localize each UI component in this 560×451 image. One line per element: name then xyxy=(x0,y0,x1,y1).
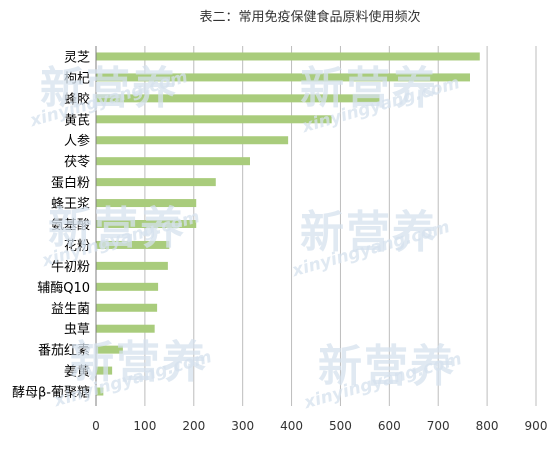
tick-layer: 0 100 200 300 400 500 600 700 800 900 xyxy=(92,419,547,433)
category-label: 蛋白粉 xyxy=(51,175,90,191)
category-label: 番茄红素 xyxy=(38,343,90,359)
bar xyxy=(96,387,104,396)
x-tick-label: 700 xyxy=(427,419,450,433)
bar xyxy=(96,261,168,270)
x-tick-label: 600 xyxy=(378,419,401,433)
bar xyxy=(96,73,470,82)
category-label: 益生菌 xyxy=(51,302,90,317)
bar xyxy=(96,94,380,103)
x-tick-label: 200 xyxy=(182,419,205,433)
bar xyxy=(96,220,197,228)
bar xyxy=(96,157,250,166)
x-tick-label: 400 xyxy=(280,419,303,433)
bar xyxy=(96,52,480,61)
category-label: 牛初粉 xyxy=(51,260,90,275)
bar xyxy=(96,303,158,312)
category-label: 黄芪 xyxy=(64,113,90,128)
bar xyxy=(96,324,155,333)
category-label: 酵母β-葡聚糖 xyxy=(12,385,90,401)
category-label: 氨基酸 xyxy=(51,218,90,233)
category-label: 蜂胶 xyxy=(64,91,90,107)
x-tick-label: 900 xyxy=(525,419,548,433)
category-label: 花粉 xyxy=(64,238,90,254)
chart-title: 表二：常用免疫保健食品原料使用频次 xyxy=(199,10,421,25)
category-label: 虫草 xyxy=(64,323,90,338)
x-tick-label: 0 xyxy=(92,419,100,433)
category-label: 姜黄 xyxy=(64,365,90,380)
x-tick-label: 100 xyxy=(133,419,156,433)
bar xyxy=(96,282,159,291)
bar xyxy=(96,136,289,145)
x-tick-label: 800 xyxy=(476,419,499,433)
bar xyxy=(96,345,123,354)
bar xyxy=(96,178,216,187)
x-tick-label: 500 xyxy=(329,419,352,433)
category-label: 茯苓 xyxy=(64,155,90,170)
category-label: 辅酶Q10 xyxy=(37,280,90,296)
bar xyxy=(96,199,197,208)
category-label: 灵芝 xyxy=(64,49,90,65)
category-label: 枸杞 xyxy=(64,71,90,86)
bar xyxy=(96,115,332,124)
category-label: 蜂王浆 xyxy=(51,197,90,212)
bar xyxy=(96,366,113,375)
category-label: 人参 xyxy=(64,133,90,149)
x-tick-label: 300 xyxy=(231,419,254,433)
bar xyxy=(96,240,170,249)
bar-layer xyxy=(96,52,480,396)
